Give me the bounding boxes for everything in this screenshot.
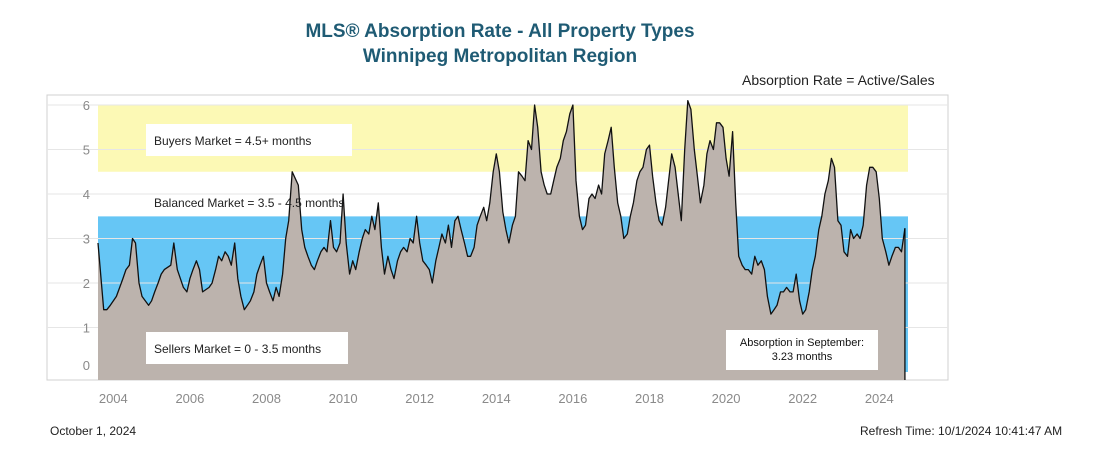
y-tick-label: 1 (83, 321, 90, 336)
chart-subtitle: Winnipeg Metropolitan Region (362, 46, 638, 67)
buyers-market-label: Buyers Market = 4.5+ months (154, 134, 311, 148)
annotation-line-1: Absorption in September: (740, 337, 864, 349)
x-tick-label: 2022 (788, 391, 817, 406)
footer-date: October 1, 2024 (50, 424, 137, 438)
x-tick-label: 2008 (252, 391, 281, 406)
y-tick-label: 3 (83, 232, 90, 247)
y-tick-label: 0 (83, 358, 90, 373)
x-tick-label: 2018 (635, 391, 664, 406)
refresh-time: Refresh Time: 10/1/2024 10:41:47 AM (860, 424, 1063, 438)
series-line (97, 99, 906, 315)
x-tick-label: 2020 (712, 391, 741, 406)
x-tick-label: 2014 (482, 391, 511, 406)
sellers-market-label: Sellers Market = 0 - 3.5 months (154, 342, 321, 356)
y-tick-label: 2 (83, 276, 90, 291)
y-tick-label: 4 (83, 187, 90, 202)
x-tick-label: 2012 (405, 391, 434, 406)
x-tick-label: 2004 (99, 391, 128, 406)
y-tick-label: 6 (83, 98, 90, 113)
annotation-box (726, 330, 878, 370)
balanced-market-label: Balanced Market = 3.5 - 4.5 months (154, 196, 344, 210)
chart-title: MLS® Absorption Rate - All Property Type… (305, 21, 695, 42)
annotation-line-2: 3.23 months (772, 351, 833, 363)
x-tick-label: 2006 (175, 391, 204, 406)
x-tick-label: 2016 (558, 391, 587, 406)
sellers-market-label-box (146, 332, 348, 364)
series-area (98, 100, 905, 380)
buyers-market-label-box (146, 124, 352, 156)
y-tick-label: 5 (83, 143, 90, 158)
x-tick-label: 2010 (329, 391, 358, 406)
formula-note: Absorption Rate = Active/Sales (742, 72, 935, 88)
x-tick-label: 2024 (865, 391, 894, 406)
